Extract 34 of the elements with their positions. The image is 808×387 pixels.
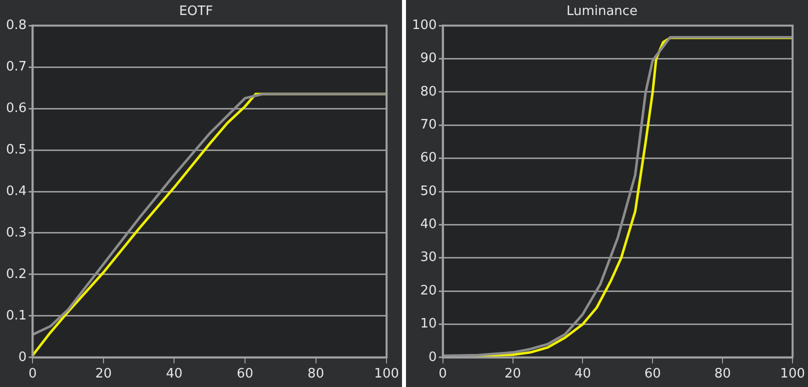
y-tick-label: 80 bbox=[420, 84, 437, 100]
y-tick-label: 100 bbox=[412, 18, 437, 33]
x-tick-label: 0 bbox=[28, 366, 37, 382]
y-tick-label: 0.6 bbox=[6, 100, 27, 116]
x-tick-label: 100 bbox=[374, 366, 400, 382]
x-tick-label: 80 bbox=[308, 366, 324, 382]
y-tick-label: 90 bbox=[420, 51, 437, 66]
y-tick-label: 0.8 bbox=[6, 18, 27, 33]
chart-title: EOTF bbox=[179, 4, 213, 20]
x-tick-label: 60 bbox=[644, 366, 661, 382]
x-tick-label: 60 bbox=[236, 366, 254, 382]
y-tick-label: 0.2 bbox=[6, 266, 27, 282]
y-tick-label: 0.4 bbox=[6, 184, 27, 199]
y-tick-label: 30 bbox=[420, 250, 437, 266]
x-tick-label: 80 bbox=[714, 366, 731, 382]
x-tick-label: 20 bbox=[95, 366, 112, 382]
x-tick-label: 40 bbox=[574, 366, 591, 382]
y-tick-label: 60 bbox=[420, 150, 437, 166]
x-tick-label: 0 bbox=[438, 366, 447, 382]
y-tick-label: 0.7 bbox=[6, 59, 27, 74]
y-tick-label: 0.3 bbox=[6, 225, 27, 240]
y-tick-label: 20 bbox=[420, 283, 437, 298]
y-tick-label: 0.1 bbox=[6, 308, 27, 324]
y-tick-label: 0 bbox=[18, 350, 27, 365]
y-tick-label: 0 bbox=[428, 350, 437, 365]
y-tick-label: 50 bbox=[420, 184, 437, 199]
x-tick-label: 100 bbox=[780, 366, 806, 382]
x-tick-label: 40 bbox=[166, 366, 183, 382]
y-tick-label: 40 bbox=[420, 217, 437, 232]
chart-title: Luminance bbox=[566, 4, 638, 20]
y-tick-label: 10 bbox=[420, 316, 437, 332]
y-tick-label: 70 bbox=[420, 118, 437, 133]
x-tick-label: 20 bbox=[504, 366, 522, 382]
y-tick-label: 0.5 bbox=[6, 142, 27, 158]
